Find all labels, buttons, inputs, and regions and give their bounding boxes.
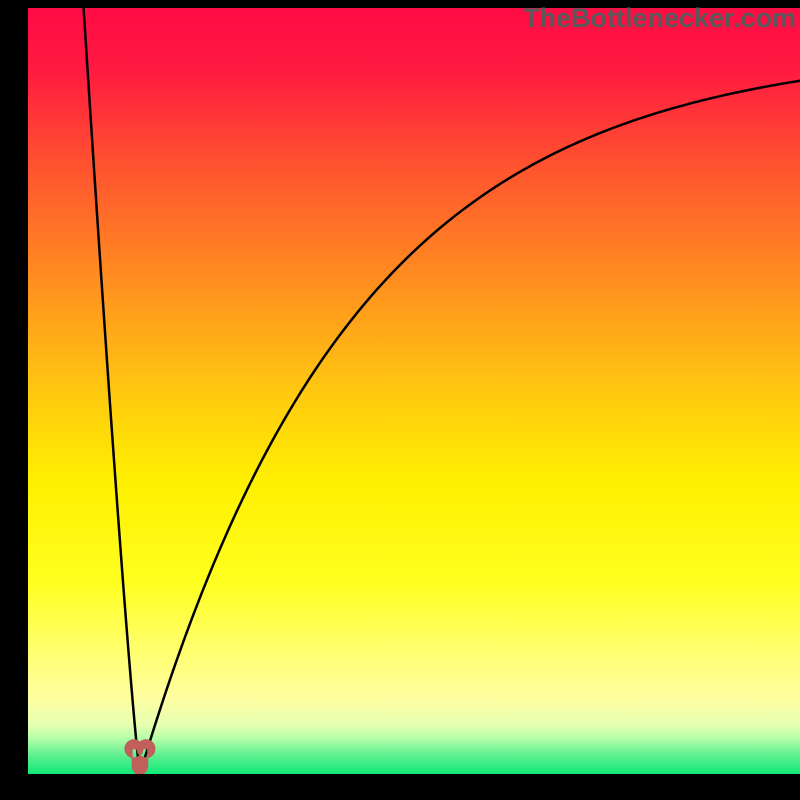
gradient-plot [28,8,800,774]
gradient-background [28,8,800,774]
watermark-text: TheBottlenecker.com [523,3,796,34]
